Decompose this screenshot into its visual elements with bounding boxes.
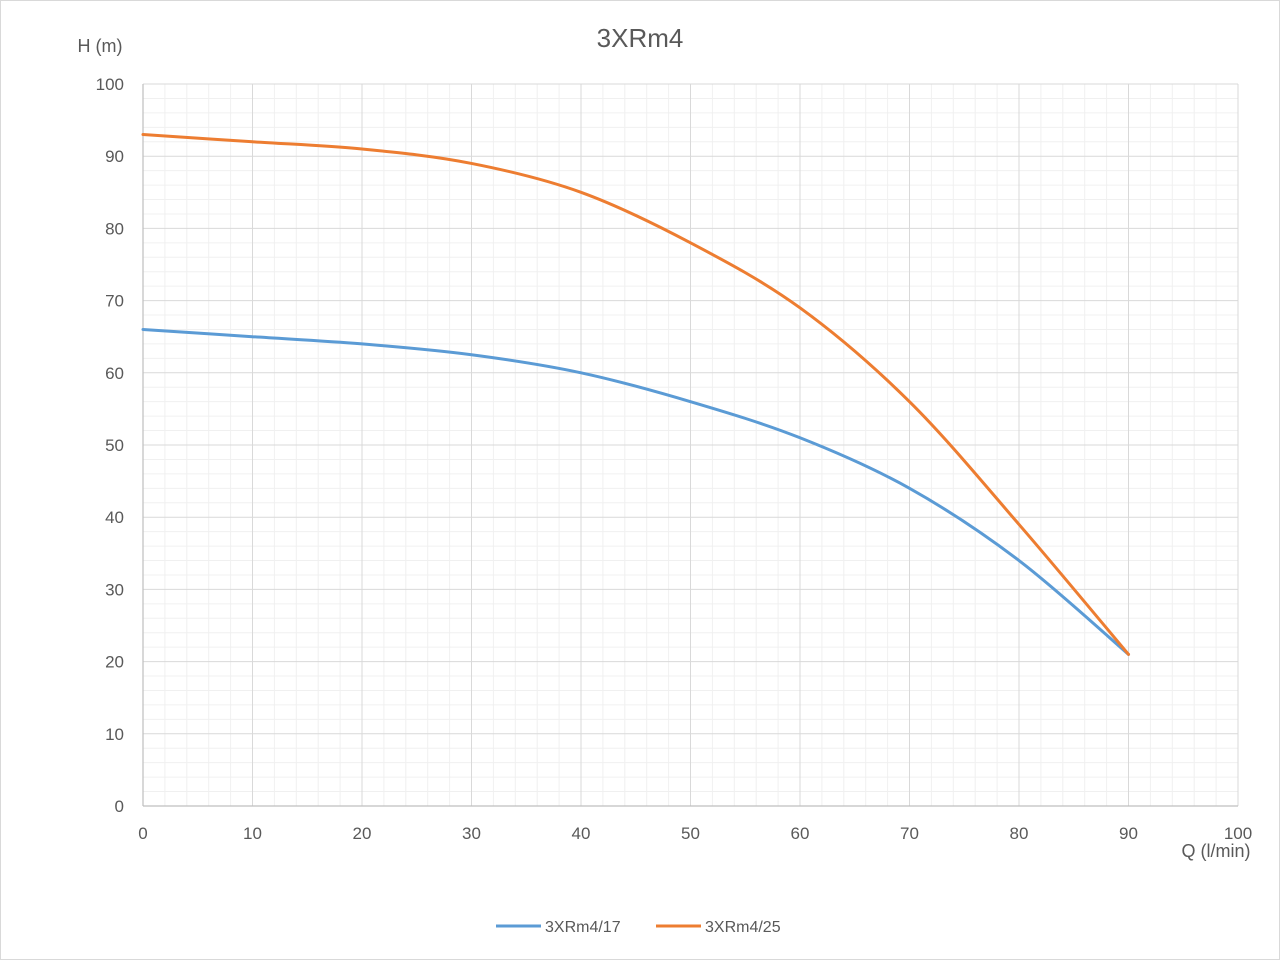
y-tick-label: 90 — [105, 147, 124, 166]
y-tick-labels: 0 10 20 30 40 50 60 70 80 90 100 — [96, 75, 124, 816]
legend: 3XRm4/17 3XRm4/25 — [496, 919, 781, 936]
chart-title: 3XRm4 — [597, 23, 684, 53]
legend-label-3xrm4-17: 3XRm4/17 — [545, 919, 621, 936]
x-tick-label: 40 — [572, 824, 591, 843]
y-tick-label: 80 — [105, 219, 124, 238]
x-tick-label: 90 — [1119, 824, 1138, 843]
x-tick-label: 0 — [138, 824, 147, 843]
y-tick-label: 10 — [105, 725, 124, 744]
legend-label-3xrm4-25: 3XRm4/25 — [705, 919, 781, 936]
x-tick-label: 80 — [1010, 824, 1029, 843]
y-tick-label: 60 — [105, 364, 124, 383]
major-grid — [142, 83, 1239, 807]
y-tick-label: 50 — [105, 436, 124, 455]
x-tick-labels: 0 10 20 30 40 50 60 70 80 90 100 — [138, 824, 1252, 843]
axes — [142, 84, 1238, 807]
x-tick-label: 100 — [1224, 824, 1252, 843]
y-tick-label: 30 — [105, 580, 124, 599]
series-line-3xrm4-25 — [141, 133, 1130, 656]
x-tick-label: 10 — [243, 824, 262, 843]
x-axis-label: Q (l/min) — [1182, 841, 1251, 861]
x-tick-label: 50 — [681, 824, 700, 843]
y-tick-label: 20 — [105, 653, 124, 672]
series-lines — [141, 133, 1130, 656]
y-tick-label: 100 — [96, 75, 124, 94]
x-tick-label: 20 — [353, 824, 372, 843]
series-line-3xrm4-17 — [141, 327, 1130, 656]
y-tick-label: 70 — [105, 292, 124, 311]
y-tick-label: 40 — [105, 508, 124, 527]
y-axis-label: H (m) — [78, 36, 123, 56]
y-tick-label: 0 — [115, 797, 124, 816]
x-tick-label: 60 — [791, 824, 810, 843]
x-tick-label: 30 — [462, 824, 481, 843]
x-tick-label: 70 — [900, 824, 919, 843]
